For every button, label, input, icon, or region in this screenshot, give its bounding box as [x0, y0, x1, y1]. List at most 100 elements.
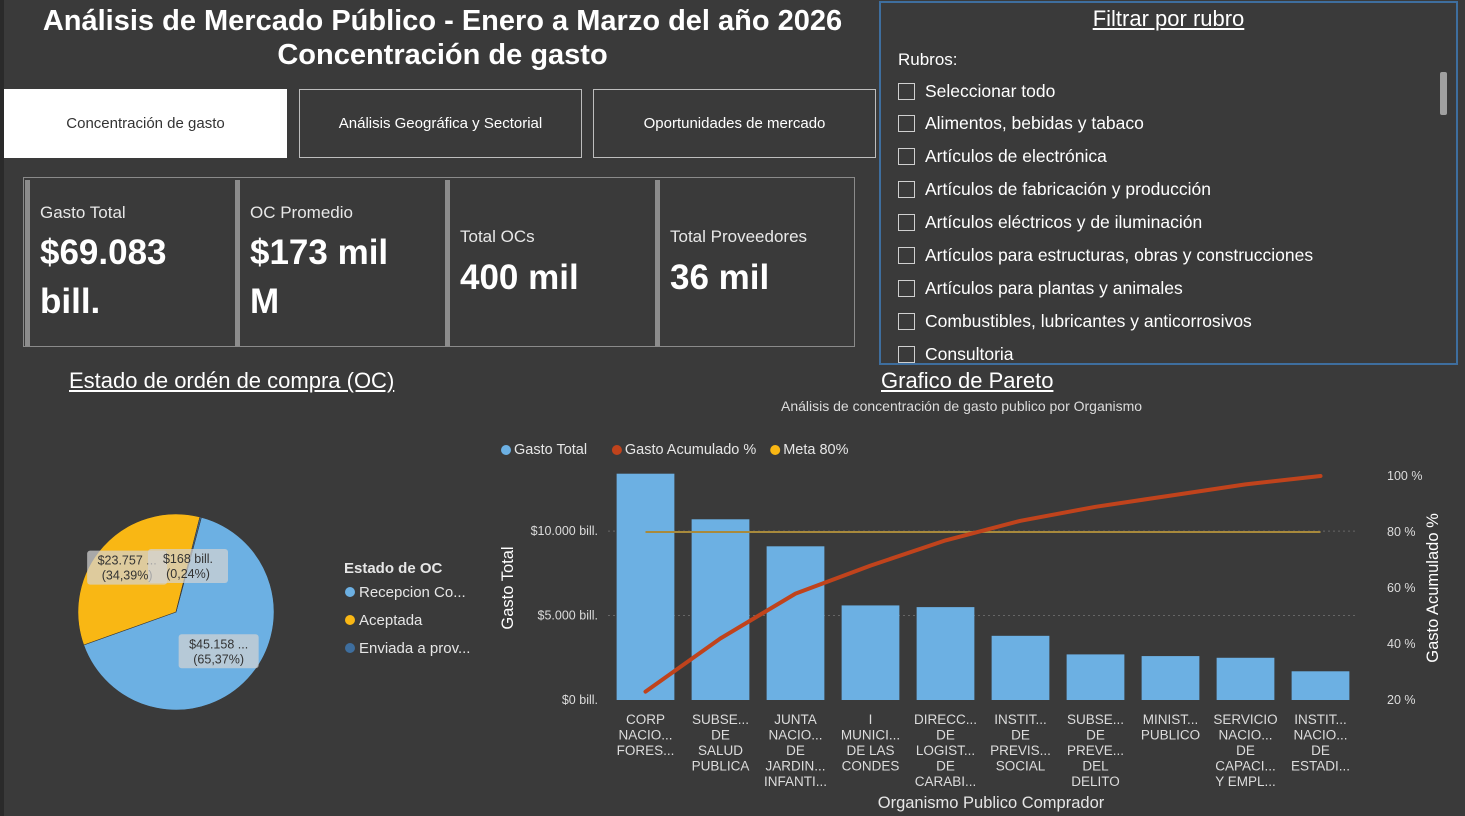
x-axis-category-label: DE: [936, 728, 955, 743]
x-axis-category-label: NACIO...: [1218, 728, 1272, 743]
kpi-value-line2: bill.: [40, 282, 101, 321]
bar-gasto-total: [1141, 656, 1200, 700]
pie-chart-title: Estado de ordén de compra (OC): [69, 368, 395, 393]
pie-legend-label: Aceptada: [359, 612, 423, 629]
bar-gasto-total: [991, 635, 1050, 700]
pie-data-label-percent: (34,39%): [102, 569, 153, 583]
filter-option[interactable]: Artículos para plantas y animales: [898, 277, 1183, 299]
x-axis-category-label: JARDIN...: [765, 759, 825, 774]
y2-axis-tick-label: 60 %: [1387, 581, 1416, 595]
filter-option[interactable]: Seleccionar todo: [898, 80, 1055, 102]
filter-option[interactable]: Artículos de electrónica: [898, 145, 1107, 167]
pie-data-label-box: [87, 550, 168, 585]
x-axis-category-label: MUNICI...: [841, 728, 900, 743]
x-axis-category-label: SUBSE...: [692, 712, 749, 727]
filter-option[interactable]: Combustibles, lubricantes y anticorrosiv…: [898, 310, 1252, 332]
filter-option[interactable]: Alimentos, bebidas y tabaco: [898, 112, 1144, 134]
bar-gasto-total: [616, 473, 675, 700]
pareto-legend-label: Gasto Total: [514, 442, 587, 458]
checkbox[interactable]: [898, 312, 915, 330]
x-axis-category-label: CORP: [626, 712, 665, 727]
y2-axis-tick-label: 100 %: [1387, 469, 1422, 483]
filter-option-label: Seleccionar todo: [925, 80, 1056, 101]
checkbox[interactable]: [898, 82, 915, 100]
filter-option[interactable]: Artículos eléctricos y de iluminación: [898, 211, 1202, 233]
filter-scrollbar[interactable]: [1440, 72, 1447, 115]
pie-legend-label: Enviada a prov...: [359, 640, 470, 657]
x-axis-category-label: FORES...: [617, 743, 675, 758]
tab-analisis-geografica-sectorial[interactable]: Análisis Geográfica y Sectorial: [299, 89, 582, 158]
pie-legend-label: Recepcion Co...: [359, 584, 466, 601]
kpi-value: 36 mil: [670, 258, 770, 297]
x-axis-category-label: PUBLICO: [1141, 728, 1200, 743]
x-axis-category-label: DEL: [1082, 759, 1109, 774]
checkbox[interactable]: [898, 147, 915, 165]
x-axis-category-label: SERVICIO: [1213, 712, 1277, 727]
kpi-label: OC Promedio: [250, 203, 353, 222]
pie-data-label-value: $45.158 ...: [189, 637, 248, 651]
x-axis-category-label: DELITO: [1071, 774, 1120, 789]
checkbox[interactable]: [898, 345, 915, 363]
kpi-label: Gasto Total: [40, 203, 126, 222]
x-axis-category-label: NACIO...: [618, 728, 672, 743]
x-axis-category-label: INSTIT...: [1294, 712, 1347, 727]
filter-option[interactable]: Artículos de fabricación y producción: [898, 178, 1211, 200]
x-axis-category-label: INSTIT...: [994, 712, 1047, 727]
x-axis-category-label: PREVIS...: [990, 743, 1051, 758]
bar-gasto-total: [1291, 671, 1350, 700]
x-axis-title: Organismo Publico Comprador: [878, 794, 1105, 812]
x-axis-category-label: INFANTI...: [764, 774, 827, 789]
page-title-line1: Análisis de Mercado Público - Enero a Ma…: [42, 5, 843, 37]
x-axis-category-label: NACIO...: [768, 728, 822, 743]
kpi-label: Total Proveedores: [670, 227, 808, 246]
window-frame: [0, 0, 4, 816]
filter-option-label: Artículos de fabricación y producción: [925, 178, 1211, 199]
kpi-value-line2: M: [250, 282, 280, 321]
checkbox[interactable]: [898, 213, 915, 231]
kpi-value: $69.083 bill.: [40, 228, 167, 326]
filter-option-label: Combustibles, lubricantes y anticorrosiv…: [925, 310, 1252, 331]
filter-option[interactable]: Artículos para estructuras, obras y cons…: [898, 244, 1313, 266]
filter-option-label: Artículos de electrónica: [925, 145, 1107, 166]
x-axis-category-label: DE: [1236, 743, 1255, 758]
pie-legend-title: Estado de OC: [344, 560, 443, 577]
x-axis-category-label: SOCIAL: [996, 759, 1046, 774]
filter-title: Filtrar por rubro: [1092, 6, 1245, 31]
x-axis-category-label: NACIO...: [1293, 728, 1347, 743]
pie-legend-marker: [345, 615, 355, 625]
x-axis-category-label: DE: [1011, 728, 1030, 743]
bar-gasto-total: [841, 605, 900, 700]
filter-panel: Filtrar por rubro Rubros: Seleccionar to…: [879, 1, 1458, 365]
filter-option-label: Alimentos, bebidas y tabaco: [925, 112, 1144, 133]
kpi-value-line1: $69.083: [40, 233, 167, 272]
pie-data-label-box: [148, 549, 228, 583]
checkbox[interactable]: [898, 246, 915, 264]
checkbox[interactable]: [898, 279, 915, 297]
tab-oportunidades-de-mercado[interactable]: Oportunidades de mercado: [593, 89, 876, 158]
bar-gasto-total: [1216, 657, 1275, 700]
bar-gasto-total: [766, 546, 825, 700]
checkbox[interactable]: [898, 114, 915, 132]
kpi-cards: Gasto Total $69.083 bill. OC Promedio $1…: [23, 177, 855, 347]
tab-concentracion-de-gasto[interactable]: Concentración de gasto: [4, 89, 287, 158]
y2-axis-tick-label: 80 %: [1387, 525, 1416, 539]
pie-data-label-percent: (0,24%): [166, 567, 210, 581]
filter-option-label: Artículos para plantas y animales: [925, 277, 1183, 298]
x-axis-category-label: JUNTA: [774, 712, 817, 727]
bar-gasto-total: [916, 607, 975, 700]
y2-axis-tick-label: 40 %: [1387, 637, 1416, 651]
line-gasto-acumulado: [643, 474, 1323, 694]
y-axis-tick-label: $5.000 bill.: [538, 609, 598, 623]
y-axis-tick-label: $10.000 bill.: [531, 524, 598, 538]
bar-gasto-total: [691, 519, 750, 700]
checkbox[interactable]: [898, 180, 915, 198]
filter-option[interactable]: Consultoria: [898, 343, 1014, 363]
x-axis-category-label: MINIST...: [1143, 712, 1199, 727]
pie-legend-marker: [345, 587, 355, 597]
x-axis-category-label: DE: [711, 728, 730, 743]
bar-gasto-total: [1066, 654, 1125, 700]
tab-label: Oportunidades de mercado: [643, 115, 826, 132]
pareto-legend-label: Meta 80%: [783, 442, 848, 458]
x-axis-category-label: ESTADI...: [1291, 759, 1350, 774]
pareto-chart-title: Grafico de Pareto: [881, 368, 1054, 393]
